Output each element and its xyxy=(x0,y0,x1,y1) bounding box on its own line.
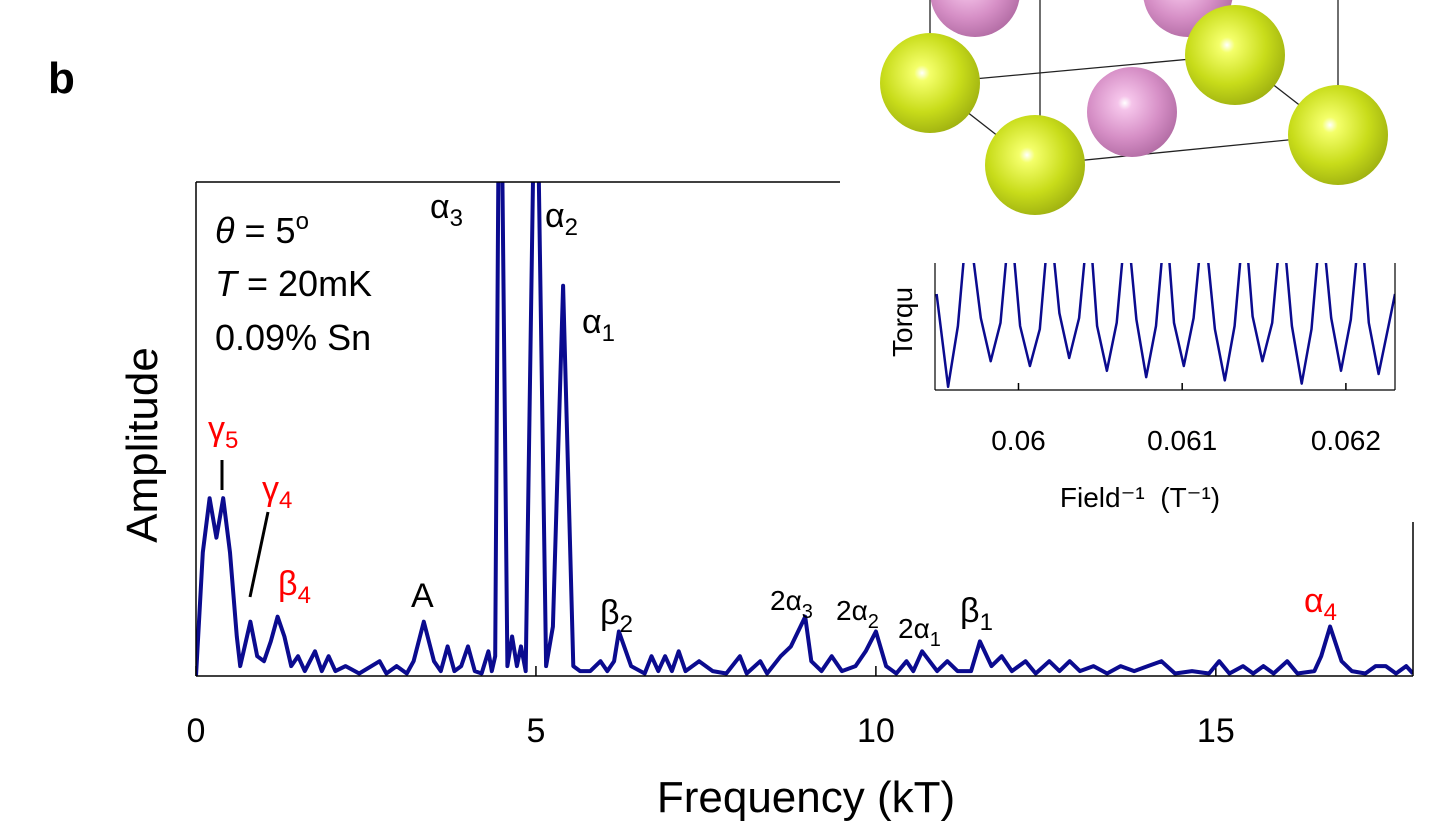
inset-y-axis-title: Torqu xyxy=(887,287,918,357)
y-axis-title: Amplitude xyxy=(118,347,167,543)
atom xyxy=(985,115,1085,215)
info-value: 0.09% Sn xyxy=(215,317,371,358)
info-symbol: T xyxy=(215,263,240,304)
peak-label-base: β xyxy=(278,565,298,603)
x-tick-label: 0 xyxy=(187,712,206,750)
peak-label-base: β xyxy=(960,592,980,630)
peak-label: β4 xyxy=(278,565,311,609)
atom-sn xyxy=(1087,67,1177,157)
peak-label: 2α3 xyxy=(770,585,813,623)
peak-label-base: α xyxy=(582,303,602,341)
panel-label: b xyxy=(48,54,75,103)
peak-label-subscript: 2 xyxy=(565,214,578,241)
peak-marker xyxy=(248,511,270,598)
peak-label-subscript: 1 xyxy=(930,629,941,651)
peak-label: α3 xyxy=(430,188,463,232)
peak-label: γ5 xyxy=(208,410,238,454)
x-axis-title: Frequency (kT) xyxy=(657,773,955,822)
peak-label: 2α1 xyxy=(898,613,941,651)
peak-label: γ4 xyxy=(262,470,292,514)
peak-label-base: 2α xyxy=(898,613,930,644)
x-tick-label: 0.062 xyxy=(1311,425,1381,456)
info-value: = 20mK xyxy=(237,263,372,304)
peak-label: α1 xyxy=(582,303,615,347)
peak-label-base: α xyxy=(545,197,565,235)
peak-label-base: A xyxy=(411,577,434,615)
data-line xyxy=(935,263,1395,389)
info-superscript: o xyxy=(296,208,309,235)
x-tick-label: 0.06 xyxy=(991,425,1046,456)
atom xyxy=(880,33,980,133)
peak-label-subscript: 1 xyxy=(980,609,993,636)
atom-sn xyxy=(930,0,1020,37)
x-tick-label: 10 xyxy=(857,712,895,750)
peak-label-subscript: 3 xyxy=(450,205,463,232)
peak-label-base: α xyxy=(1304,582,1324,620)
peak-label-subscript: 4 xyxy=(279,487,292,514)
peak-label-subscript: 5 xyxy=(225,427,238,454)
peak-label: A xyxy=(411,577,434,615)
peak-label-subscript: 1 xyxy=(602,320,615,347)
peak-label: β1 xyxy=(960,592,993,636)
peak-label-base: γ xyxy=(208,410,225,448)
peak-label: 2α2 xyxy=(836,595,879,633)
peak-label-base: 2α xyxy=(836,595,868,626)
peak-label: β2 xyxy=(600,594,633,638)
info-symbol: θ xyxy=(215,210,235,251)
info-text: 0.09% Sn xyxy=(215,317,371,358)
peak-label-base: α xyxy=(430,188,450,226)
peak-label-subscript: 2 xyxy=(868,611,879,633)
peak-label: α2 xyxy=(545,197,578,241)
x-tick-label: 5 xyxy=(526,712,545,750)
data-line xyxy=(196,182,1413,677)
info-text: θ = 5o xyxy=(215,208,309,251)
info-text: T = 20mK xyxy=(215,263,372,304)
x-tick-label: 0.061 xyxy=(1147,425,1217,456)
x-tick-label: 15 xyxy=(1197,712,1235,750)
peak-label-base: 2α xyxy=(770,585,802,616)
atom xyxy=(1185,5,1285,105)
info-value: = 5 xyxy=(235,210,296,251)
peak-label-base: γ xyxy=(262,470,279,508)
peak-label-subscript: 4 xyxy=(298,582,311,609)
peak-label-subscript: 2 xyxy=(620,611,633,638)
inset-x-axis-title: Field⁻¹ (T⁻¹) xyxy=(1060,482,1220,513)
peak-label-base: β xyxy=(600,594,620,632)
peak-label: α4 xyxy=(1304,582,1337,626)
inset-chart: 0.06 0.061 0.062 Field⁻¹ (T⁻¹) Torqu xyxy=(887,263,1396,513)
atom xyxy=(1288,85,1388,185)
peak-label-subscript: 4 xyxy=(1324,599,1337,626)
peak-label-subscript: 3 xyxy=(802,601,813,623)
crystal-structure xyxy=(843,0,1435,263)
